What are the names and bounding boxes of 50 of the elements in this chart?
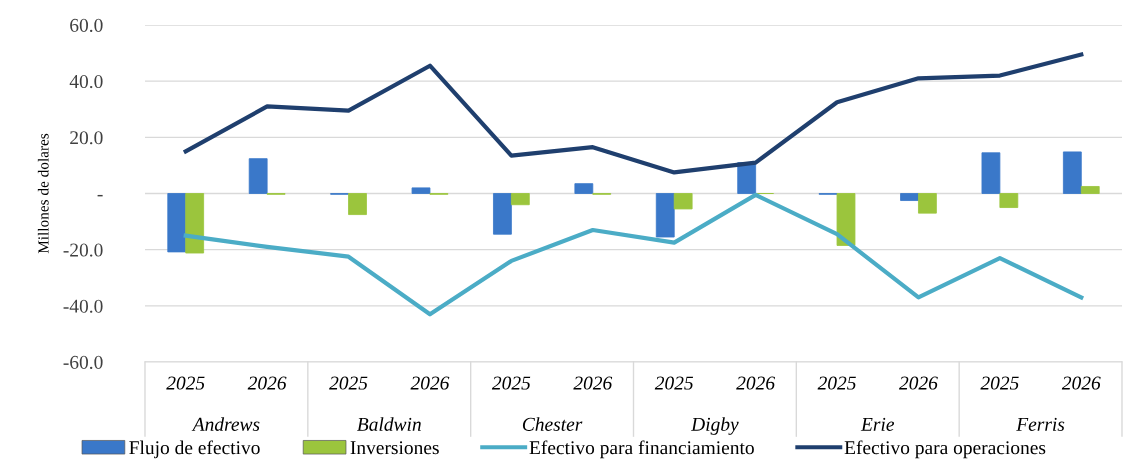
x-tick-label: 2025 [491, 376, 531, 390]
x-tick-label: 2026 [573, 376, 613, 390]
bar [1080, 186, 1100, 194]
bar [737, 162, 757, 194]
text: Ferris [1016, 417, 1065, 431]
x-tick-label: 2026 [1061, 376, 1101, 390]
y-tick-label: -60.0 [63, 355, 103, 370]
legend-label: Efectivo para financiamiento [529, 440, 754, 459]
x-tick-label: 2025 [329, 376, 368, 390]
bar [167, 193, 187, 253]
y-axis-title: Millones de dolares [37, 133, 49, 254]
bar [981, 152, 1001, 194]
bar [655, 193, 675, 238]
bar [1062, 151, 1082, 194]
y-tick-label: 60.0 [70, 18, 103, 33]
x-tick-label: 2026 [736, 376, 775, 390]
text: Erie [860, 417, 895, 431]
x-tick-label: 2026 [247, 376, 287, 390]
y-tick-label: -20.0 [63, 243, 103, 257]
bar [999, 193, 1019, 208]
text: Chester [522, 417, 583, 431]
bar [673, 193, 693, 210]
x-tick-label: 2025 [166, 376, 205, 390]
x-tick-label: 2025 [654, 376, 694, 390]
bar [248, 158, 268, 194]
text: Digby [690, 417, 739, 435]
bar [348, 193, 367, 215]
x-tick-label: 2026 [899, 376, 938, 390]
y-tick-label: 20.0 [70, 131, 103, 145]
legend-label: Inversiones [350, 441, 439, 455]
bar [411, 187, 431, 194]
bar [493, 193, 512, 235]
line-series [183, 52, 1084, 175]
legend-label: Flujo de efectivo [129, 440, 260, 459]
bar [836, 193, 856, 246]
y-tick-label: - [97, 194, 103, 197]
legend-label: Efectivo para operaciones [844, 440, 1046, 459]
y-tick-label: -40.0 [63, 299, 103, 313]
x-tick-label: 2025 [980, 376, 1019, 390]
bar [900, 193, 919, 201]
bar [510, 193, 530, 206]
text: Baldwin [357, 417, 421, 431]
x-tick-label: 2025 [817, 376, 856, 390]
bar [918, 193, 937, 214]
line-series [183, 192, 1084, 317]
bar [185, 193, 205, 254]
text: Andrews [191, 417, 260, 431]
y-tick-label: 40.0 [69, 74, 103, 89]
x-tick-label: 2026 [410, 376, 450, 390]
bar [574, 183, 594, 194]
